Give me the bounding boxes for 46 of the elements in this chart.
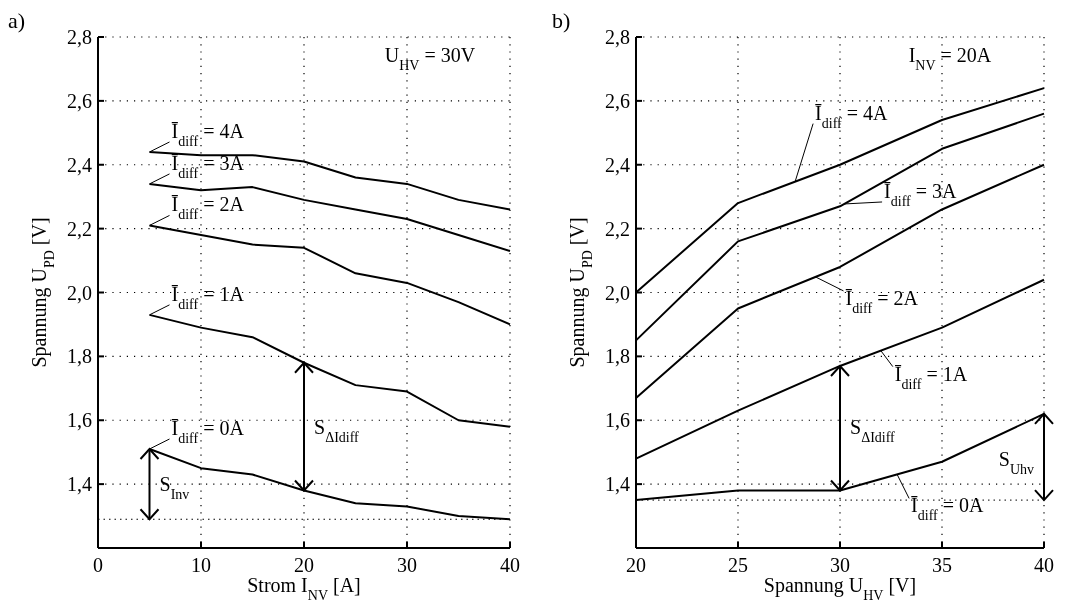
annotation: S$_{ΔIdiff}$ <box>314 415 360 445</box>
legend-label: Ī$_{diff}$ = 2A <box>171 193 245 222</box>
chart-title: a) <box>8 8 26 33</box>
x-tick-label: 10 <box>191 554 211 576</box>
annotation: U$_{HV}$ = 30V <box>384 44 476 73</box>
annotation: S$_{Inv}$ <box>159 473 190 502</box>
y-tick-label: 2,2 <box>605 217 630 240</box>
y-tick-label: 1,4 <box>605 473 630 496</box>
y-tick-label: 2,8 <box>605 26 630 48</box>
x-tick-label: 35 <box>932 554 952 576</box>
x-axis-title: Spannung U$_{HV}$ [V] <box>763 574 917 603</box>
legend-label: Ī$_{diff}$ = 2A <box>845 286 919 316</box>
y-tick-label: 2,6 <box>605 89 630 112</box>
annotation: S$_{Uhv}$ <box>998 447 1034 477</box>
legend-label: Ī$_{diff}$ = 0A <box>911 494 985 523</box>
y-tick-label: 2,0 <box>67 281 92 304</box>
y-tick-label: 1,8 <box>67 345 92 368</box>
x-tick-label: 0 <box>93 554 103 576</box>
y-tick-label: 2,0 <box>605 281 630 304</box>
legend-label: Ī$_{diff}$ = 3A <box>171 151 245 181</box>
x-tick-label: 25 <box>728 554 748 576</box>
chart-title: b) <box>552 8 571 33</box>
legend-label: Ī$_{diff}$ = 0A <box>171 416 245 446</box>
x-axis-title: Strom I$_{NV}$ [A] <box>247 574 361 603</box>
y-tick-label: 2,2 <box>67 217 92 240</box>
annotation: S$_{ΔIdiff}$ <box>850 415 896 445</box>
y-tick-label: 1,6 <box>67 409 92 432</box>
legend-label: Ī$_{diff}$ = 4A <box>171 119 245 149</box>
x-tick-label: 30 <box>397 554 417 576</box>
legend-label: Ī$_{diff}$ = 1A <box>171 282 245 312</box>
y-tick-label: 1,8 <box>605 345 630 368</box>
x-tick-label: 20 <box>294 554 314 576</box>
x-tick-label: 20 <box>626 554 646 576</box>
y-tick-label: 2,4 <box>67 153 92 176</box>
x-tick-label: 40 <box>500 554 520 576</box>
x-tick-label: 30 <box>830 554 850 576</box>
series-label: Ī$_{diff}$ = 3A <box>884 179 957 209</box>
y-tick-label: 2,6 <box>67 89 92 112</box>
legend-label: Ī$_{diff}$ = 1A <box>894 362 968 392</box>
y-tick-label: 1,6 <box>605 409 630 432</box>
y-tick-label: 2,4 <box>605 153 630 176</box>
annotation: I$_{NV}$ = 20A <box>908 44 992 73</box>
x-tick-label: 40 <box>1034 554 1054 576</box>
series-label: Ī$_{diff}$ = 4A <box>815 101 889 131</box>
y-tick-label: 1,4 <box>67 473 92 496</box>
y-tick-label: 2,8 <box>67 26 92 48</box>
